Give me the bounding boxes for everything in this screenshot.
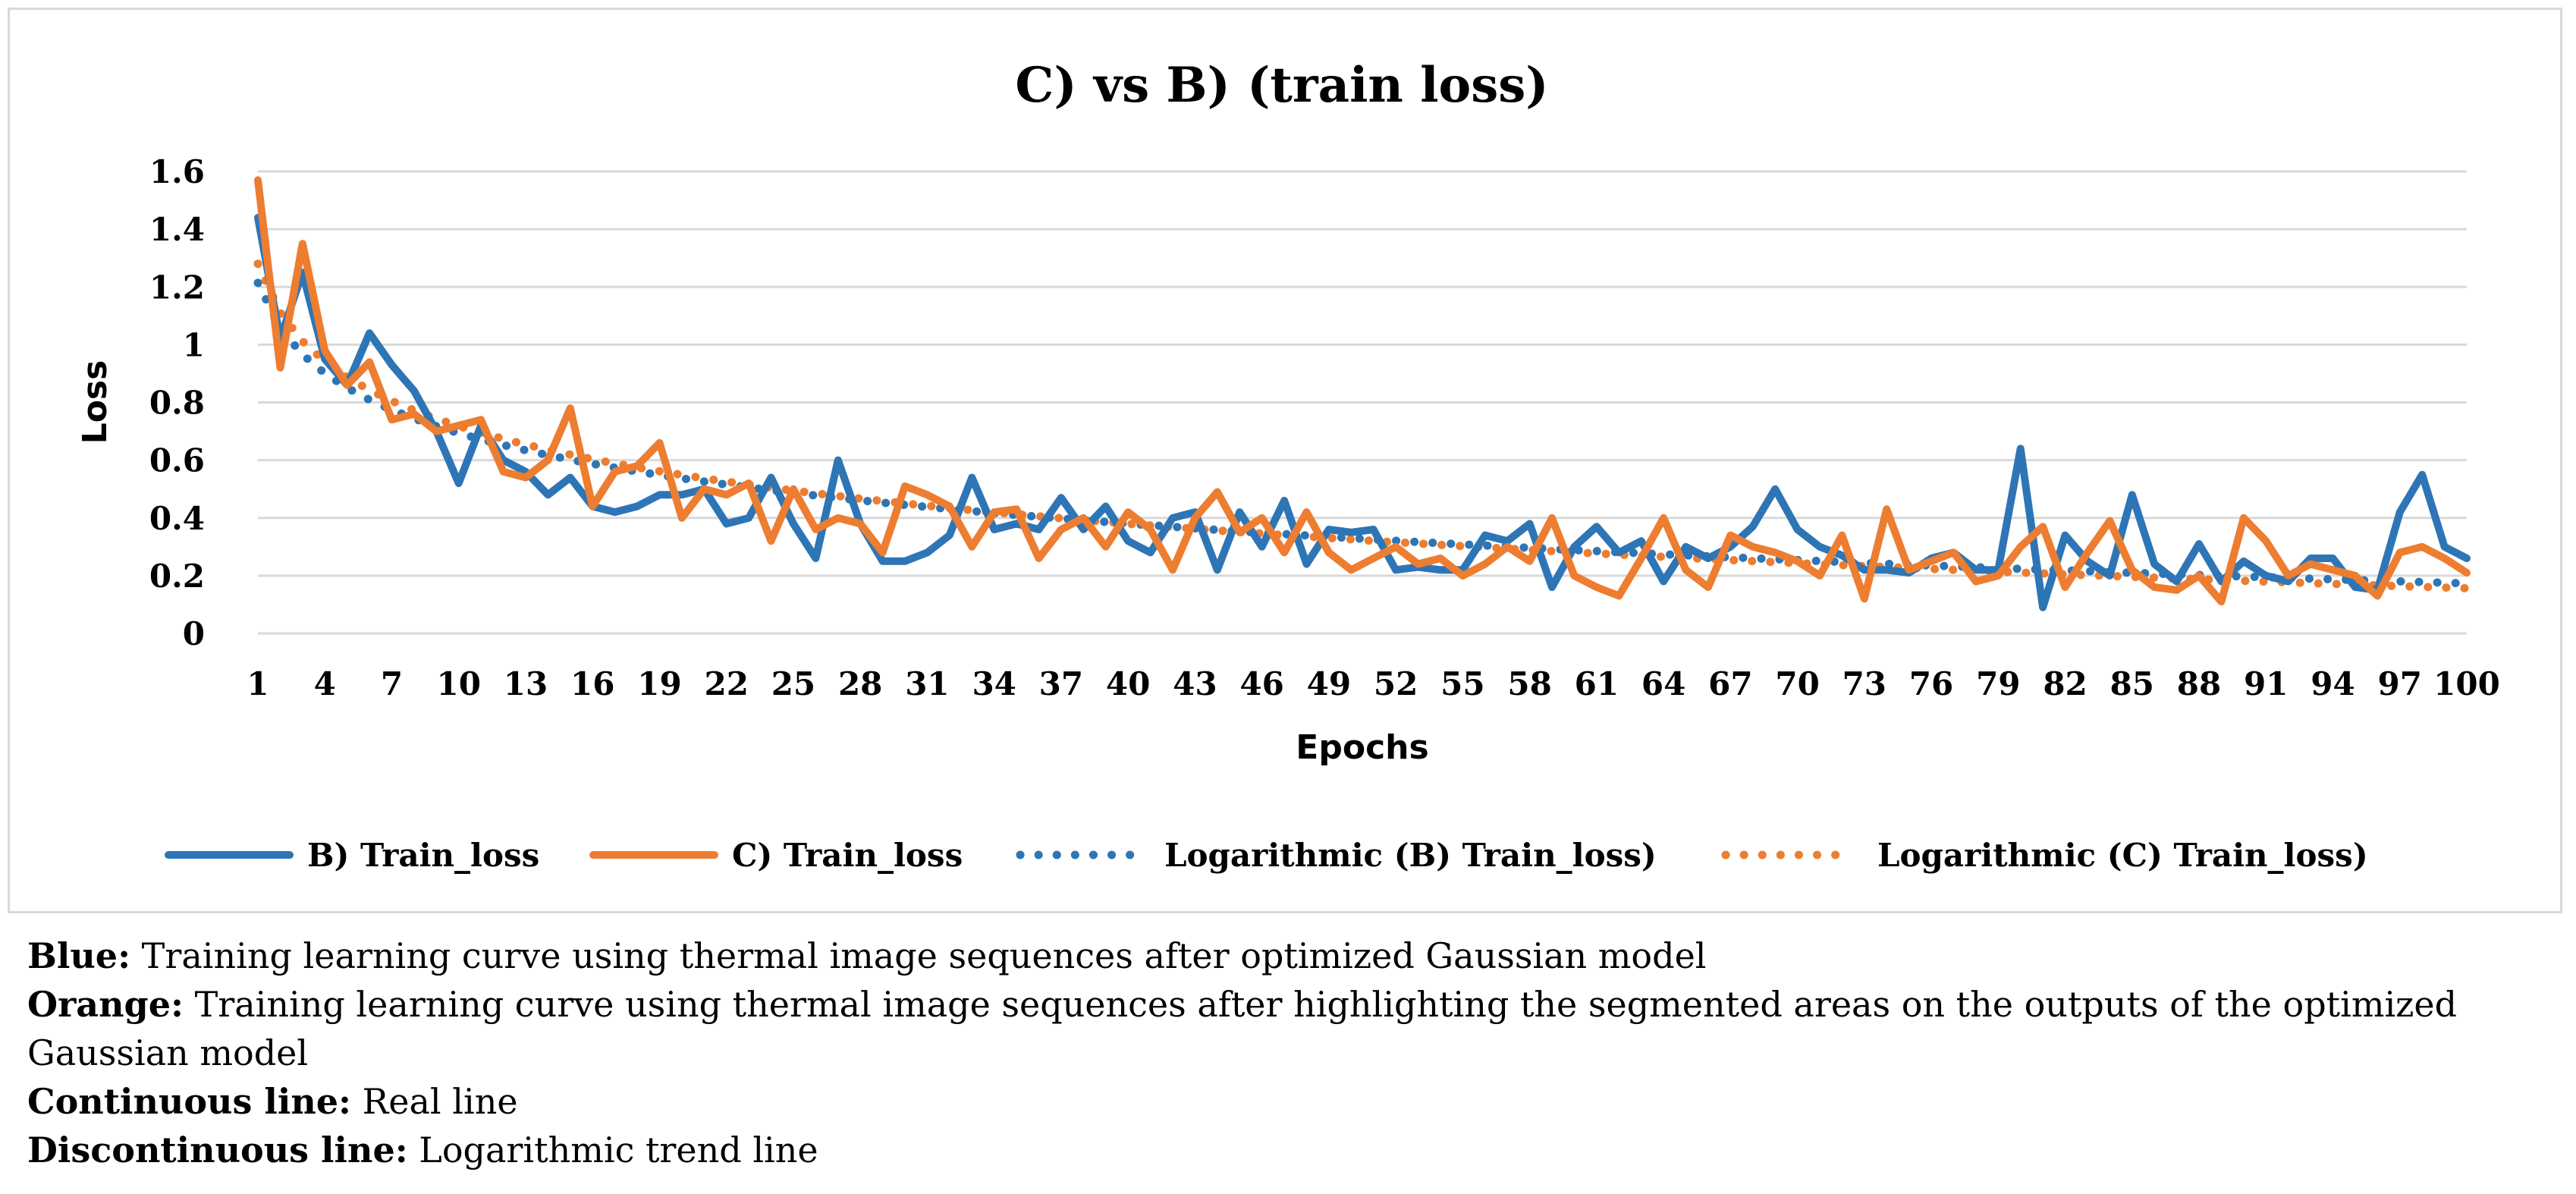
x-tick-label: 25 [771,665,815,702]
x-tick-label: 85 [2110,665,2154,702]
x-tick-label: 40 [1106,665,1150,702]
x-tick-label: 13 [504,665,548,702]
y-tick-label: 1 [183,326,205,363]
x-tick-label: 52 [1374,665,1418,702]
x-tick-label: 73 [1842,665,1886,702]
x-tick-label: 10 [437,665,481,702]
series-layer [253,176,2471,611]
series-line-1 [254,176,2471,606]
x-tick-label: 43 [1173,665,1217,702]
x-tick-label: 91 [2244,665,2288,702]
caption-key: Discontinuous line: [27,1130,408,1170]
caption-key: Orange: [27,984,184,1025]
x-tick-label: 49 [1307,665,1351,702]
caption-line-discontinuous: Discontinuous line: Logarithmic trend li… [27,1126,2553,1174]
x-tick-label: 55 [1440,665,1484,702]
x-tick-label: 58 [1507,665,1551,702]
legend-label-1: C) Train_loss [732,837,963,874]
x-tick-label: 22 [704,665,748,702]
x-tick-label: 19 [637,665,681,702]
caption-text: Training learning curve using thermal im… [130,935,1707,976]
line-chart: C) vs B) (train loss) 0 0.2 0.4 0.6 0.8 1 1.2 1… [76,57,2500,874]
x-tick-label: 34 [972,665,1016,702]
chart-title: C) vs B) (train loss) [1015,57,1548,114]
x-tick-label: 28 [838,665,882,702]
y-tick-label: 1.6 [149,153,205,190]
x-tick-label: 4 [314,665,336,702]
series-line-0 [254,213,2471,611]
x-tick-label: 16 [570,665,614,702]
legend-label-3: Logarithmic (C) Train_loss) [1877,837,2368,874]
x-tick-label: 79 [1976,665,2020,702]
caption-line-orange: Orange: Training learning curve using th… [27,980,2553,1077]
legend: B) Train_loss C) Train_loss Logarithmic (B… [165,837,2368,874]
x-tick-label: 82 [2043,665,2087,702]
caption-line-continuous: Continuous line: Real line [27,1077,2553,1126]
x-tick-label: 1 [247,665,269,702]
caption-text: Training learning curve using thermal im… [27,984,2458,1073]
y-tick-label: 1.2 [149,269,205,306]
caption-line-blue: Blue: Training learning curve using ther… [27,932,2553,980]
x-tick-label: 100 [2433,665,2500,702]
caption-text: Real line [351,1081,518,1122]
x-tick-label: 7 [381,665,403,702]
y-tick-label: 0 [183,615,205,652]
y-tick-label: 0.6 [149,442,205,479]
x-tick-label: 76 [1909,665,1953,702]
x-tick-label: 46 [1239,665,1283,702]
series-line-2 [253,278,2471,588]
x-tick-label: 97 [2378,665,2422,702]
x-tick-label: 31 [905,665,949,702]
caption-text: Logarithmic trend line [407,1130,818,1170]
legend-label-0: B) Train_loss [307,837,539,874]
caption-key: Continuous line: [27,1081,352,1122]
y-tick-label: 0.8 [149,385,205,422]
x-tick-label: 37 [1039,665,1083,702]
x-tick-label: 94 [2311,665,2355,702]
y-axis-label: Loss [76,360,115,445]
x-tick-label: 64 [1641,665,1685,702]
x-axis-label: Epochs [1296,728,1428,767]
legend-label-2: Logarithmic (B) Train_loss) [1164,837,1657,874]
y-tick-label: 1.4 [149,211,205,248]
y-tick-label: 0.2 [149,558,205,595]
x-tick-label: 61 [1575,665,1619,702]
caption: Blue: Training learning curve using ther… [27,932,2553,1174]
caption-key: Blue: [27,935,131,976]
y-axis-ticks: 0 0.2 0.4 0.6 0.8 1 1.2 1.4 1.6 [149,153,205,652]
y-tick-label: 0.4 [149,500,205,537]
x-tick-label: 67 [1708,665,1752,702]
x-tick-label: 88 [2177,665,2221,702]
x-axis-ticks: 1 4 7 10 13 16 19 22 25 28 31 34 37 40 43 46 49 52 55 58 61 6… [247,665,2499,702]
x-tick-label: 70 [1775,665,1819,702]
